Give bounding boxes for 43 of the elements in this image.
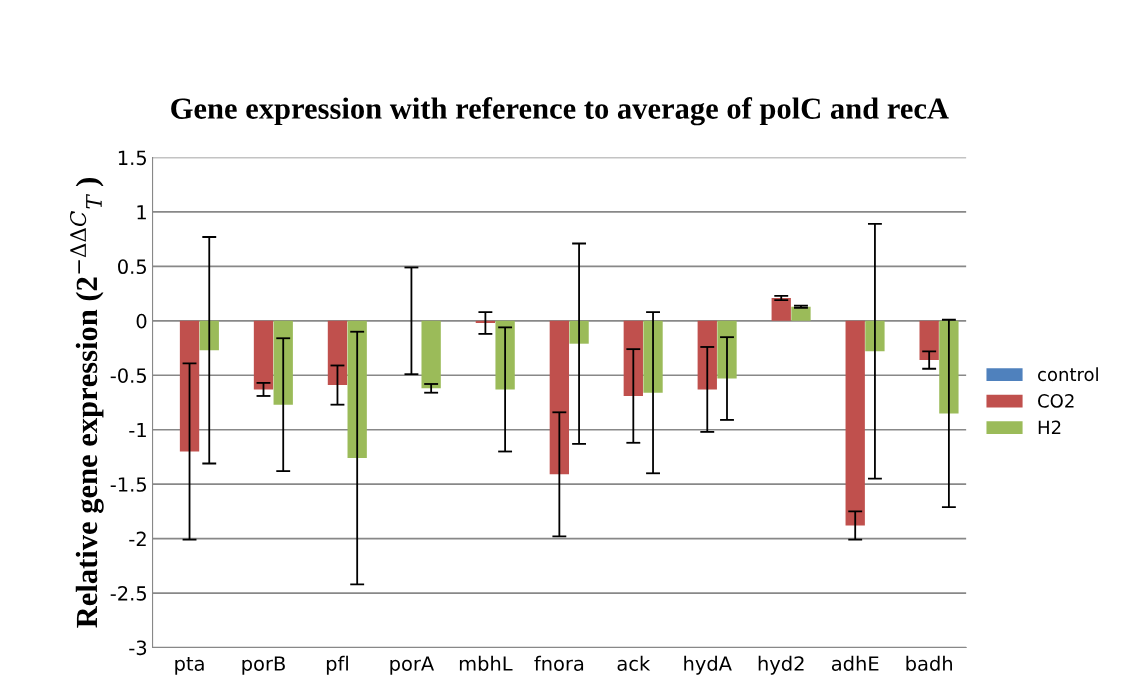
chart-title: Gene expression with reference to average of polC and recA bbox=[171, 97, 949, 126]
legend-label: control bbox=[1038, 367, 1098, 382]
x-tick-label: badh bbox=[906, 655, 952, 671]
bar bbox=[697, 320, 717, 390]
x-tick-label: porA bbox=[390, 656, 435, 675]
x-tick-label: mbhL bbox=[459, 655, 513, 671]
bar bbox=[717, 320, 737, 379]
x-tick-label: ack bbox=[617, 655, 651, 671]
y-tick-label: -2 bbox=[129, 531, 146, 546]
legend-label: CO2 bbox=[1038, 394, 1074, 408]
x-tick-label: adhE bbox=[831, 655, 879, 671]
bar bbox=[865, 320, 885, 352]
y-tick-label: -0.5 bbox=[110, 368, 146, 383]
bar bbox=[327, 320, 348, 386]
bar bbox=[791, 306, 811, 321]
bar bbox=[919, 320, 939, 361]
y-tick-label: -3 bbox=[129, 640, 147, 656]
x-tick-label: pfl bbox=[326, 655, 348, 675]
y-tick-label: -1.5 bbox=[110, 477, 146, 492]
x-tick-label: fnora bbox=[534, 655, 584, 671]
y-tick-label: 0.5 bbox=[118, 259, 146, 275]
bar bbox=[179, 320, 200, 452]
bar bbox=[845, 320, 865, 526]
legend-label: H2 bbox=[1038, 420, 1061, 434]
x-tick-label: hyd2 bbox=[758, 655, 804, 675]
bar bbox=[253, 320, 274, 390]
bar bbox=[771, 297, 791, 321]
bar bbox=[421, 320, 441, 389]
y-tick-label: 1.5 bbox=[118, 150, 146, 166]
bar bbox=[623, 320, 643, 396]
bar bbox=[939, 320, 959, 414]
bar bbox=[549, 320, 570, 475]
x-tick-label: porB bbox=[242, 656, 285, 675]
y-tick-label: 1 bbox=[137, 205, 146, 220]
x-tick-label: hydA bbox=[684, 655, 732, 675]
x-tick-label: pta bbox=[175, 656, 204, 675]
y-axis-title: Relative gene expression (2$^{−ΔΔC}$$_{T}$ ) bbox=[69, 178, 104, 628]
bar bbox=[643, 320, 663, 393]
bar bbox=[569, 320, 589, 344]
y-tick-label: -1 bbox=[129, 422, 146, 438]
bar bbox=[273, 320, 293, 405]
y-tick-label: -2.5 bbox=[110, 586, 146, 601]
y-tick-label: 0 bbox=[136, 313, 147, 329]
